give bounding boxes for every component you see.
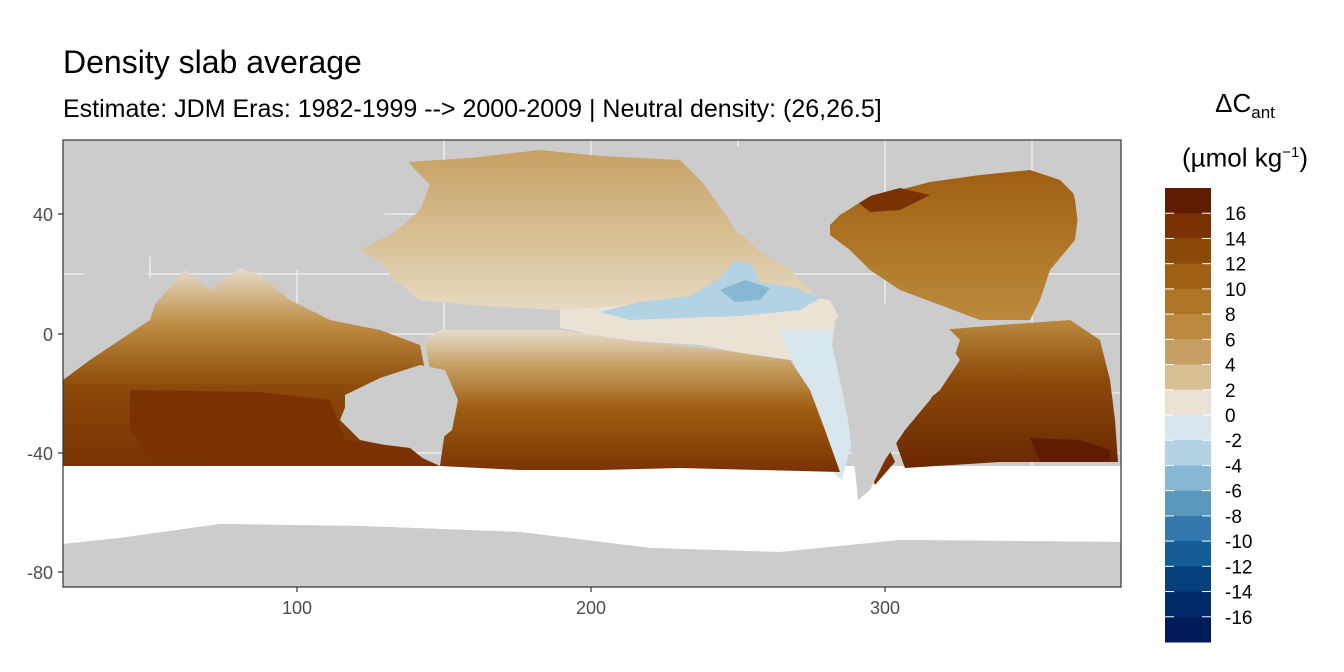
legend-swatch xyxy=(1165,515,1211,542)
x-tick-label: 300 xyxy=(870,598,900,618)
negative-anomaly-patch xyxy=(600,260,820,320)
legend-label: 2 xyxy=(1225,381,1236,402)
legend-swatch xyxy=(1165,213,1211,239)
legend-swatch xyxy=(1165,288,1211,315)
y-tick-label: -40 xyxy=(27,444,53,464)
legend-swatch xyxy=(1165,541,1211,567)
legend-label: 16 xyxy=(1225,204,1246,225)
legend-swatch xyxy=(1165,591,1211,618)
australia-land xyxy=(345,365,458,448)
legend-label: -12 xyxy=(1225,557,1252,578)
legend-unit: (µmol kg−1) xyxy=(1150,136,1340,175)
legend-swatch xyxy=(1165,188,1211,214)
north-america-land xyxy=(690,145,880,270)
legend-swatch xyxy=(1165,339,1211,366)
europe-land xyxy=(1060,140,1121,245)
light-blue-coastal xyxy=(780,330,855,480)
legend-unit-prefix: (µmol kg xyxy=(1182,142,1283,173)
legend-label: -6 xyxy=(1225,482,1242,503)
north-atlantic-high xyxy=(855,188,930,212)
legend-label: 14 xyxy=(1225,229,1247,250)
south-atlantic-high xyxy=(1030,438,1110,462)
legend-colorbar xyxy=(1165,188,1211,643)
legend-label: -4 xyxy=(1225,456,1242,477)
legend-label: -8 xyxy=(1225,507,1242,528)
south-atlantic-region xyxy=(895,320,1118,468)
chart-title: Density slab average xyxy=(63,44,362,80)
legend-swatch xyxy=(1165,616,1211,643)
legend-swatch xyxy=(1165,566,1211,593)
y-tick-label: 40 xyxy=(33,205,53,225)
legend-swatch xyxy=(1165,263,1211,290)
legend-label: 0 xyxy=(1225,406,1236,427)
legend-unit-sup: −1 xyxy=(1282,144,1300,161)
legend-label: 6 xyxy=(1225,330,1236,351)
antarctica-land xyxy=(63,524,1121,587)
legend-labels: 16 14 12 10 8 6 4 2 0 -2 -4 -6 -8 -10 -12 -14 -16 xyxy=(1225,204,1253,629)
legend-label: -10 xyxy=(1225,532,1252,553)
asia-land xyxy=(63,140,420,270)
legend-label: -2 xyxy=(1225,431,1242,452)
south-america-land xyxy=(832,300,960,500)
legend-swatch xyxy=(1165,314,1211,340)
legend-title-main: ΔC xyxy=(1215,88,1252,118)
y-tick-label: 0 xyxy=(43,325,53,345)
legend-unit-suffix: ) xyxy=(1299,142,1308,173)
y-axis: 40 0 -40 -80 xyxy=(27,205,63,583)
legend-label: 12 xyxy=(1225,255,1246,276)
legend-swatch xyxy=(1165,389,1211,416)
legend-swatch xyxy=(1165,238,1211,265)
x-tick-label: 200 xyxy=(576,598,606,618)
legend-title: ΔCant xyxy=(1150,86,1340,130)
africa-land xyxy=(63,265,160,380)
indian-ocean-deep xyxy=(130,390,430,464)
chart-subtitle: Estimate: JDM Eras: 1982-1999 --> 2000-2… xyxy=(63,95,882,123)
legend-swatch xyxy=(1165,490,1211,517)
legend-swatch xyxy=(1165,415,1211,441)
panel-border xyxy=(62,139,1122,588)
legend-label: 10 xyxy=(1225,280,1246,301)
southern-no-data-band xyxy=(63,466,1121,552)
legend-label: 4 xyxy=(1225,356,1236,377)
x-axis: 100 200 300 xyxy=(282,587,900,618)
legend-label: 8 xyxy=(1225,305,1236,326)
y-tick-label: -80 xyxy=(27,563,53,583)
legend-title-sub: ant xyxy=(1251,103,1275,123)
legend-label: -14 xyxy=(1225,583,1253,604)
negative-anomaly-core xyxy=(720,280,770,302)
legend-label: -16 xyxy=(1225,608,1252,629)
north-pacific-region xyxy=(360,150,840,320)
legend-swatch xyxy=(1165,465,1211,492)
legend-swatch xyxy=(1165,364,1211,391)
x-tick-label: 100 xyxy=(282,598,312,618)
legend-swatch xyxy=(1165,440,1211,466)
south-pacific-region xyxy=(425,330,840,472)
